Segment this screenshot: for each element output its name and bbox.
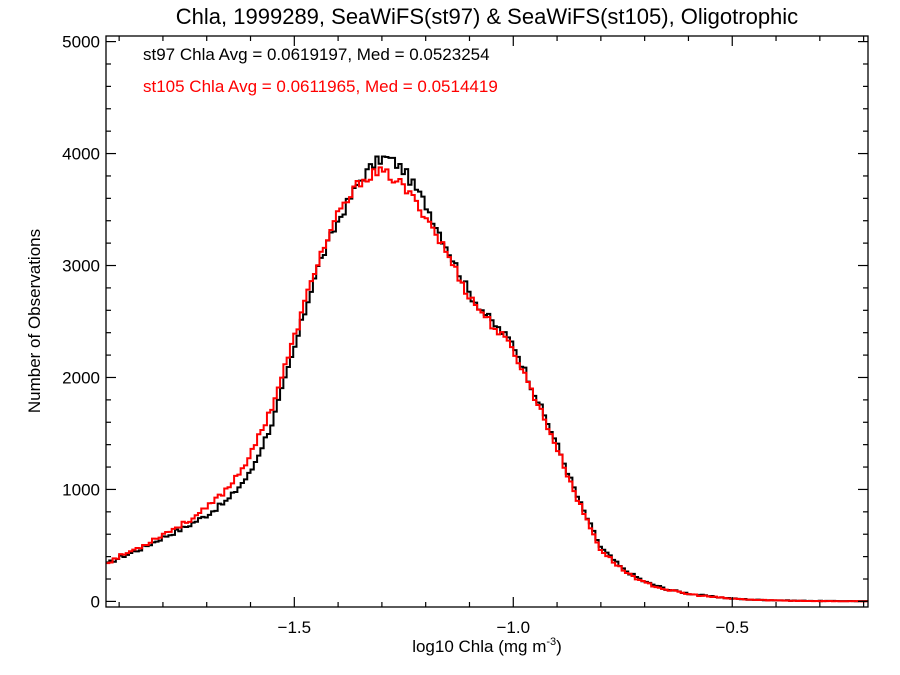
y-axis-label: Number of Observations (25, 229, 44, 413)
axis-ticks (106, 36, 868, 607)
x-tick-label: −1.5 (278, 618, 312, 637)
annotation-st105: st105 Chla Avg = 0.0611965, Med = 0.0514… (143, 77, 498, 96)
plot-frame (105, 35, 869, 608)
x-tick-label: −0.5 (715, 618, 749, 637)
plot-area (106, 155, 868, 603)
y-tick-label: 5000 (62, 33, 100, 52)
series-st97-line (106, 155, 868, 603)
y-tick-label: 4000 (62, 145, 100, 164)
y-tick-label: 2000 (62, 368, 100, 387)
annotation-st97: st97 Chla Avg = 0.0619197, Med = 0.05232… (143, 45, 490, 64)
series-st105-line (106, 166, 868, 603)
x-axis-label-suffix: ) (556, 637, 562, 656)
x-axis-label: log10 Chla (mg m-3) (412, 636, 562, 656)
chart-title: Chla, 1999289, SeaWiFS(st97) & SeaWiFS(s… (176, 4, 798, 29)
axis-tick-labels: −1.5 −1.0 −0.5 0 1000 2000 3000 4000 5000 (62, 33, 749, 637)
y-tick-label: 1000 (62, 480, 100, 499)
x-tick-label: −1.0 (496, 618, 530, 637)
x-axis-label-main: log10 Chla (mg m (412, 637, 546, 656)
y-tick-label: 0 (91, 592, 100, 611)
y-tick-label: 3000 (62, 257, 100, 276)
x-axis-label-superscript: -3 (546, 636, 556, 648)
